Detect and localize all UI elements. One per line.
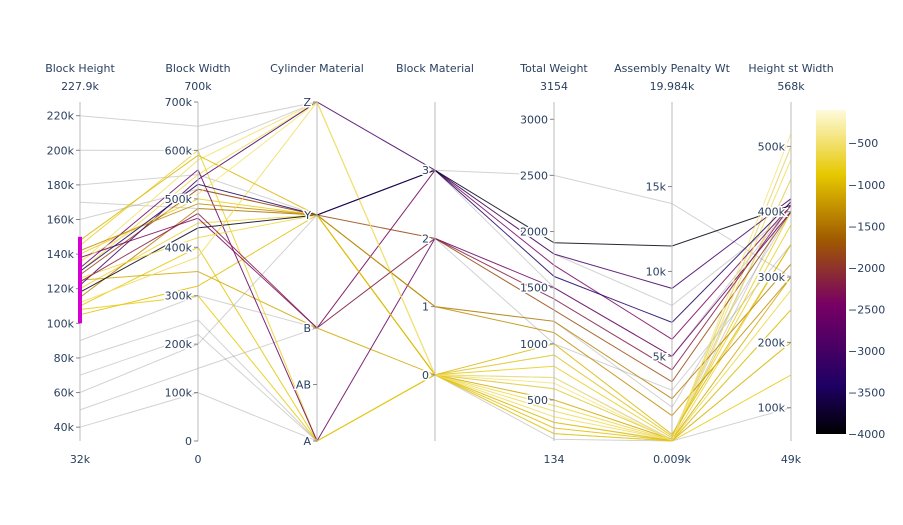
axis-tick-label: 100k <box>758 402 786 415</box>
colorbar-tick-label: −2000 <box>848 262 885 275</box>
axis-tick-label: AB <box>296 379 311 392</box>
axis-block-width: Block Width 700k 00 100k 200k 300k 400k 500k 600… <box>163 62 230 466</box>
axis-tick-label: 120k <box>47 283 75 296</box>
axis-tick-label: 100k <box>165 387 193 400</box>
axis-tick-label: 2 <box>422 232 429 245</box>
axis-title: Height st Width <box>748 62 833 75</box>
axis-tick-label: B <box>303 322 311 335</box>
axis-title: Block Height <box>45 62 115 75</box>
axis-tick-label: 5k <box>653 350 667 363</box>
colorbar-tick-label: −1500 <box>848 220 885 233</box>
axis-tick-label: 100k <box>47 317 75 330</box>
axis-min-label: 0.009k <box>653 453 691 466</box>
axis-tick-label: 200k <box>165 338 193 351</box>
colorbar-tick-label: −1000 <box>848 179 885 192</box>
axis-height-st-width: Height st Width 568k 49k 100k 200k 300k 400k 50… <box>748 62 833 466</box>
axis-tick-label: 3000 <box>520 113 548 126</box>
axis-min-label: 32k <box>70 453 91 466</box>
colorbar-scale <box>816 110 846 434</box>
axis-min-label: 134 <box>544 453 565 466</box>
axis-tick-label: Z <box>303 96 311 109</box>
axis-title: Block Width <box>165 62 230 75</box>
axis-assembly-penalty-wt: Assembly Penalty Wt 19.984k 0.009k 5k 10k 15k <box>614 62 730 466</box>
axis-tick-label: 300k <box>165 290 193 303</box>
axis-max-label: 568k <box>777 80 805 93</box>
axis-block-material: Block Material 0 1 2 3 <box>396 62 474 441</box>
axis-tick-label: 60k <box>54 387 75 400</box>
axis-tick-label: 10k <box>646 265 667 278</box>
axis-tick-label: 80k <box>54 352 75 365</box>
axis-tick-label: 400k <box>758 206 786 219</box>
colorbar: −500 −1000 −1500 −2000 −2500 −3000 −3500 −4000 <box>816 110 885 441</box>
axis-tick-label: 0 <box>422 369 429 382</box>
colorbar-tick-label: −2500 <box>848 303 885 316</box>
axis-block-height: Block Height 227.9k 32k 40k 60k 80k 100k 120k 14… <box>45 62 115 466</box>
axis-title: Block Material <box>396 62 474 75</box>
axis-tick-label: 15k <box>646 181 667 194</box>
axis-tick-label: 500 <box>527 394 548 407</box>
axis-cylinder-material: Cylinder Material A AB B Y Z <box>270 62 364 450</box>
axis-tick-label: 40k <box>54 421 75 434</box>
axis-tick-label: 3 <box>422 164 429 177</box>
axis-tick-label: 2500 <box>520 169 548 182</box>
axis-tick-label: A <box>303 435 311 448</box>
axis-total-weight: Total Weight 3154 134 500 1000 1500 2000 2500 30… <box>519 62 589 466</box>
axis-title: Total Weight <box>519 62 588 75</box>
axis-max-label: 19.984k <box>650 80 695 93</box>
axis-tick-label: 0 <box>185 435 192 448</box>
axis-tick-label: 700k <box>165 96 193 109</box>
colorbar-tick-label: −4000 <box>848 428 885 441</box>
axis-tick-label: 2000 <box>520 226 548 239</box>
axes: Block Height227.9k32k40k60k80k100k120k14… <box>45 62 834 466</box>
axis-tick-label: 1 <box>422 301 429 314</box>
axis-tick-label: 1000 <box>520 338 548 351</box>
axis-tick-label: 500k <box>165 193 193 206</box>
colorbar-tick-label: −500 <box>848 137 878 150</box>
constraint-range-bar[interactable] <box>78 236 82 324</box>
axis-tick-label: 600k <box>165 144 193 157</box>
axis-tick-label: 300k <box>758 271 786 284</box>
axis-min-label: 49k <box>781 453 802 466</box>
axis-min-label: 0 <box>195 453 202 466</box>
axis-tick-label: 160k <box>47 213 75 226</box>
axis-title: Cylinder Material <box>270 62 364 75</box>
axis-tick-label: 140k <box>47 248 75 261</box>
colorbar-tick-label: −3000 <box>848 345 885 358</box>
colorbar-tick-label: −3500 <box>848 386 885 399</box>
axis-tick-label: 500k <box>758 140 786 153</box>
axis-tick-label: Y <box>303 209 311 222</box>
axis-title: Assembly Penalty Wt <box>614 62 730 75</box>
axis-tick-label: 180k <box>47 179 75 192</box>
axis-tick-label: 400k <box>165 241 193 254</box>
axis-max-label: 227.9k <box>61 80 99 93</box>
axis-tick-label: 200k <box>47 144 75 157</box>
axis-tick-label: 220k <box>47 110 75 123</box>
axis-max-label: 3154 <box>540 80 568 93</box>
axis-tick-label: 200k <box>758 336 786 349</box>
axis-tick-label: 1500 <box>520 282 548 295</box>
axis-max-label: 700k <box>184 80 212 93</box>
